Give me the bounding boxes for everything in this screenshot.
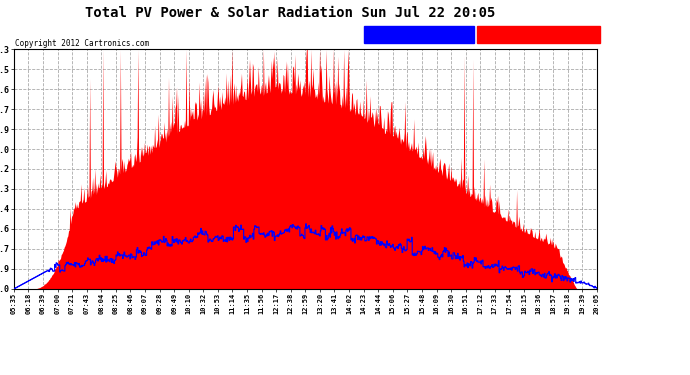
Text: Total PV Power & Solar Radiation Sun Jul 22 20:05: Total PV Power & Solar Radiation Sun Jul… bbox=[85, 6, 495, 20]
Bar bbox=[364, 26, 475, 43]
Text: Copyright 2012 Cartronics.com: Copyright 2012 Cartronics.com bbox=[15, 39, 149, 48]
Text: Radiation  (w/m2): Radiation (w/m2) bbox=[366, 30, 445, 39]
Text: PV Panels  (DC Watts): PV Panels (DC Watts) bbox=[480, 30, 578, 39]
Bar bbox=[477, 26, 600, 43]
